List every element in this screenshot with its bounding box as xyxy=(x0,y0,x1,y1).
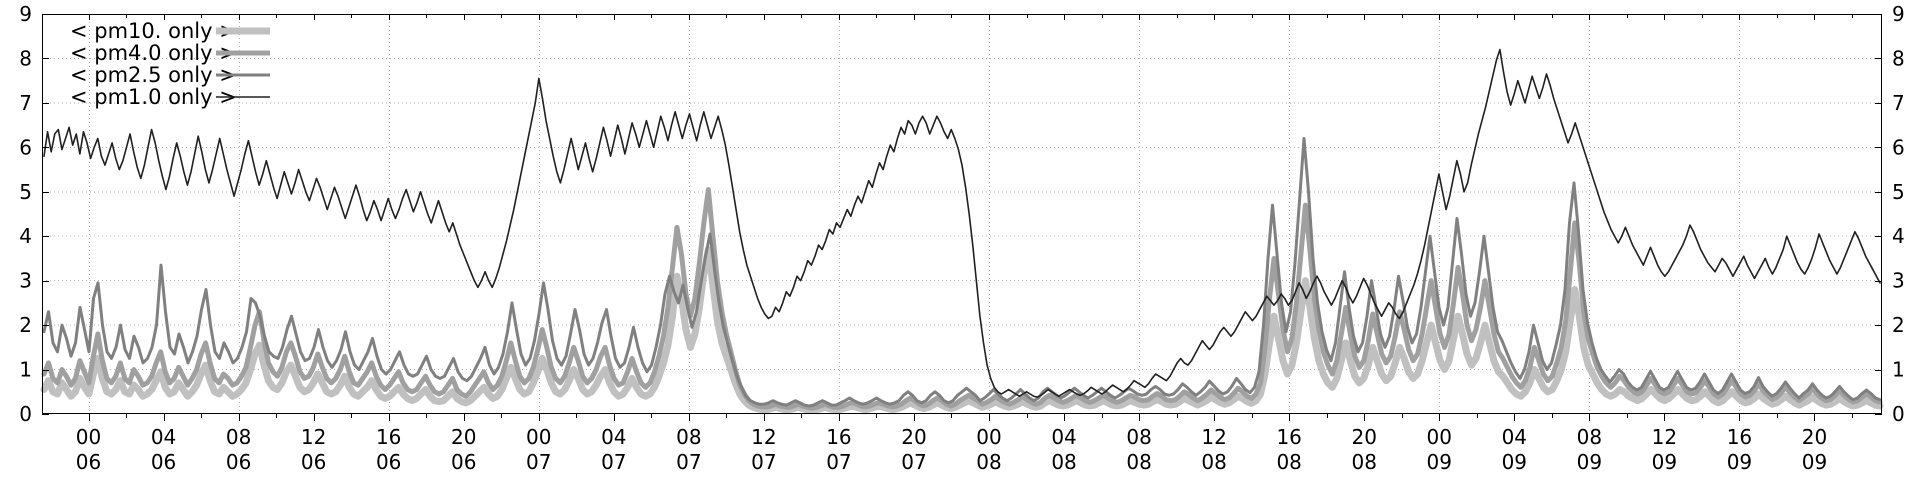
x-tick-label-hour: 00 xyxy=(76,425,101,449)
x-tick-label-hour: 04 xyxy=(1502,425,1527,449)
y-tick-label-left: 1 xyxy=(19,358,32,382)
x-tick-label-day: 09 xyxy=(1502,450,1527,474)
y-tick-label-left: 5 xyxy=(19,180,32,204)
y-tick-label-right: 2 xyxy=(1892,313,1905,337)
x-tick-label-hour: 16 xyxy=(826,425,851,449)
y-tick-label-right: 7 xyxy=(1892,91,1905,115)
x-tick-label-hour: 12 xyxy=(751,425,776,449)
x-tick-label-day: 06 xyxy=(376,450,401,474)
grid-lines xyxy=(42,14,1882,414)
x-tick-label-day: 08 xyxy=(1126,450,1151,474)
series-line-pm10.only xyxy=(40,246,1884,414)
x-tick-label-day: 08 xyxy=(1051,450,1076,474)
x-tick-label-hour: 16 xyxy=(1276,425,1301,449)
y-tick-label-left: 6 xyxy=(19,135,32,159)
plot-frame xyxy=(42,14,1882,421)
y-tick-label-left: 3 xyxy=(19,269,32,293)
legend: < pm10. only >< pm4.0 only >< pm2.5 only… xyxy=(70,19,270,109)
x-tick-label-day: 07 xyxy=(751,450,776,474)
series-line-pm2.5only xyxy=(42,136,1882,408)
y-tick-label-left: 9 xyxy=(19,2,32,26)
x-tick-label-day: 08 xyxy=(1276,450,1301,474)
x-tick-label-day: 07 xyxy=(676,450,701,474)
x-tick-label-hour: 16 xyxy=(1727,425,1752,449)
x-tick-label-day: 06 xyxy=(301,450,326,474)
y-tick-label-right: 1 xyxy=(1892,358,1905,382)
x-tick-label-hour: 00 xyxy=(526,425,551,449)
y-tick-label-left: 7 xyxy=(19,91,32,115)
x-tick-label-day: 06 xyxy=(151,450,176,474)
x-tick-label-day: 09 xyxy=(1727,450,1752,474)
x-tick-label-hour: 00 xyxy=(976,425,1001,449)
x-tick-label-day: 07 xyxy=(601,450,626,474)
x-tick-label-hour: 20 xyxy=(1802,425,1827,449)
x-tick-label-hour: 12 xyxy=(301,425,326,449)
x-tick-label-hour: 20 xyxy=(1351,425,1376,449)
x-tick-label-hour: 08 xyxy=(1577,425,1602,449)
x-tick-label-day: 07 xyxy=(901,450,926,474)
x-tick-label-hour: 12 xyxy=(1201,425,1226,449)
x-tick-label-hour: 00 xyxy=(1427,425,1452,449)
x-tick-label-hour: 20 xyxy=(451,425,476,449)
y-tick-label-right: 0 xyxy=(1892,402,1905,426)
legend-label: < pm4.0 only > xyxy=(70,41,237,65)
x-axis-labels: 0006040608061206160620060007040708071207… xyxy=(76,425,1827,474)
series-line-pm4.0only xyxy=(41,187,1883,411)
y-tick-label-left: 2 xyxy=(19,313,32,337)
legend-label: < pm10. only > xyxy=(70,19,237,43)
x-tick-label-hour: 12 xyxy=(1652,425,1677,449)
x-tick-label-hour: 20 xyxy=(901,425,926,449)
x-tick-label-hour: 16 xyxy=(376,425,401,449)
x-tick-label-day: 08 xyxy=(1201,450,1226,474)
x-tick-label-hour: 08 xyxy=(226,425,251,449)
series-line-pm1.0only xyxy=(43,48,1881,398)
x-tick-label-day: 09 xyxy=(1577,450,1602,474)
x-tick-label-day: 07 xyxy=(526,450,551,474)
x-tick-label-hour: 04 xyxy=(1051,425,1076,449)
x-tick-label-hour: 04 xyxy=(151,425,176,449)
x-tick-label-day: 09 xyxy=(1802,450,1827,474)
legend-label: < pm2.5 only > xyxy=(70,63,237,87)
x-tick-label-day: 08 xyxy=(1351,450,1376,474)
x-tick-label-day: 06 xyxy=(451,450,476,474)
x-tick-label-day: 06 xyxy=(76,450,101,474)
y-tick-label-right: 9 xyxy=(1892,2,1905,26)
axis-frame xyxy=(42,14,1882,414)
y-tick-label-right: 4 xyxy=(1892,224,1905,248)
x-tick-label-day: 09 xyxy=(1652,450,1677,474)
x-tick-label-day: 06 xyxy=(226,450,251,474)
x-tick-label-day: 08 xyxy=(976,450,1001,474)
y-tick-label-left: 4 xyxy=(19,224,32,248)
y-tick-label-right: 8 xyxy=(1892,46,1905,70)
x-tick-label-day: 07 xyxy=(826,450,851,474)
x-tick-label-hour: 04 xyxy=(601,425,626,449)
x-tick-label-hour: 08 xyxy=(676,425,701,449)
y-axis-labels: 0 0 1 1 2 2 3 3 4 4 5 5 6 6 7 7 8 8 9 9 xyxy=(19,2,1904,426)
y-tick-label-left: 8 xyxy=(19,46,32,70)
series-group xyxy=(40,48,1884,414)
x-tick-label-hour: 08 xyxy=(1126,425,1151,449)
y-tick-label-right: 3 xyxy=(1892,269,1905,293)
y-tick-label-left: 0 xyxy=(19,402,32,426)
legend-label: < pm1.0 only > xyxy=(70,85,237,109)
y-tick-label-right: 5 xyxy=(1892,180,1905,204)
x-tick-label-day: 09 xyxy=(1427,450,1452,474)
y-tick-label-right: 6 xyxy=(1892,135,1905,159)
